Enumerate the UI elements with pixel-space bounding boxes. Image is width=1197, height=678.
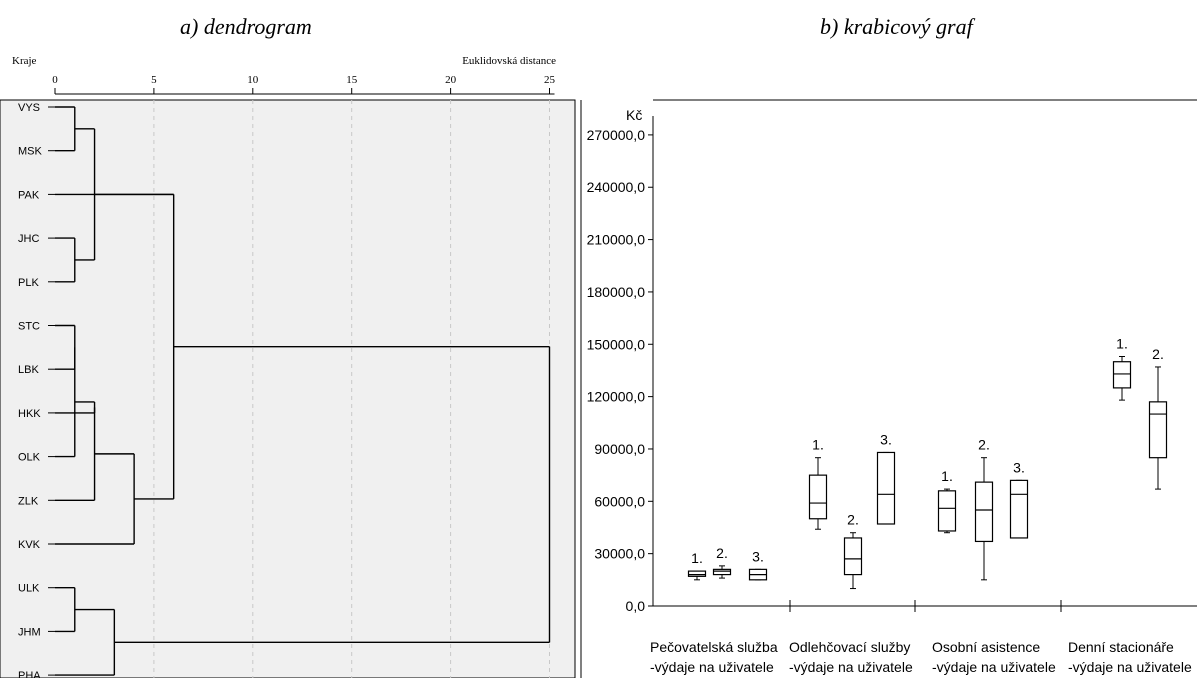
leaf-label: ZLK (18, 495, 39, 507)
leaf-label: PAK (18, 189, 40, 201)
leaf-label: PLK (18, 277, 39, 289)
dendrogram-tick-label: 0 (52, 74, 58, 86)
dendrogram-tick-label: 5 (151, 74, 157, 86)
box-iqr (1148, 401, 1168, 459)
dendrogram-panel: Kraje Euklidovská distance 0 5 10 15 20 25 VYS MS… (0, 48, 578, 678)
leaf-label: KVK (18, 539, 41, 551)
group-label-line1: Osobní asistence (932, 639, 1040, 655)
box-label: 1. (1116, 335, 1128, 351)
group-label-line2: -výdaje na uživatele (789, 659, 913, 675)
box-label: 2. (716, 545, 728, 561)
y-tick-label: 180000,0 (587, 284, 646, 300)
box-iqr (1112, 361, 1132, 389)
y-tick-label: 60000,0 (594, 493, 645, 509)
dendrogram-tick-label: 20 (445, 74, 457, 86)
box-iqr (974, 481, 994, 543)
box-label: 3. (752, 548, 764, 564)
leaf-label: HKK (18, 408, 41, 420)
leaf-label: JHC (18, 233, 39, 245)
boxplot-panel: Kč 0,0 30000,0 60000,0 90000,0 120000,0 150000… (578, 96, 1197, 678)
y-tick-label: 30000,0 (594, 546, 645, 562)
dendrogram-chart: Kraje Euklidovská distance 0 5 10 15 20 25 VYS MS… (0, 55, 576, 678)
leaf-label: JHM (18, 626, 41, 638)
group-label-line1: Odlehčovací služby (789, 639, 910, 655)
box-label: 1. (941, 468, 953, 484)
dendrogram-tick-label: 10 (247, 74, 259, 86)
group-label-line2: -výdaje na uživatele (1068, 659, 1192, 675)
box-label: 3. (1013, 459, 1025, 475)
box-label: 2. (978, 437, 990, 453)
y-tick-label: 270000,0 (587, 127, 646, 143)
box-iqr (712, 568, 732, 576)
box-iqr (1009, 479, 1029, 539)
y-tick-label: 150000,0 (587, 336, 646, 352)
group-label-line2: -výdaje na uživatele (650, 659, 774, 675)
caption-boxplot: b) krabicový graf (820, 14, 973, 39)
leaf-label: ULK (18, 583, 40, 595)
box-iqr (876, 451, 896, 525)
y-unit-label: Kč (626, 107, 642, 123)
group-label-line1: Pečovatelská služba (650, 639, 778, 655)
dendrogram-tick-label: 25 (544, 74, 556, 86)
leaf-label: OLK (18, 452, 41, 464)
box-iqr (808, 474, 828, 520)
box-label: 2. (1152, 346, 1164, 362)
box-iqr (937, 490, 957, 532)
dendrogram-tick-label: 15 (346, 74, 358, 86)
leaf-label: STC (18, 321, 40, 333)
y-tick-label: 240000,0 (587, 179, 646, 195)
y-tick-label: 120000,0 (587, 389, 646, 405)
leaf-label: VYS (18, 102, 40, 114)
dendrogram-plot-area (0, 99, 576, 678)
box-label: 1. (812, 437, 824, 453)
box-label: 3. (880, 431, 892, 447)
y-tick-label: 0,0 (626, 598, 646, 614)
caption-dendrogram: a) dendrogram (180, 14, 312, 39)
group-label-line2: -výdaje na uživatele (932, 659, 1056, 675)
box-label: 1. (691, 550, 703, 566)
y-tick-label: 210000,0 (587, 232, 646, 248)
dendrogram-x-title: Euklidovská distance (462, 55, 556, 67)
leaf-label: PHA (18, 670, 41, 678)
boxplot-chart: Kč 0,0 30000,0 60000,0 90000,0 120000,0 150000… (580, 99, 1197, 678)
group-label-line1: Denní stacionáře (1068, 639, 1174, 655)
box-iqr (843, 537, 863, 576)
box-iqr (687, 570, 707, 577)
dendrogram-y-title: Kraje (12, 55, 37, 67)
box-label: 2. (847, 512, 859, 528)
leaf-label: MSK (18, 146, 43, 158)
y-tick-label: 90000,0 (594, 441, 645, 457)
leaf-label: LBK (18, 364, 39, 376)
